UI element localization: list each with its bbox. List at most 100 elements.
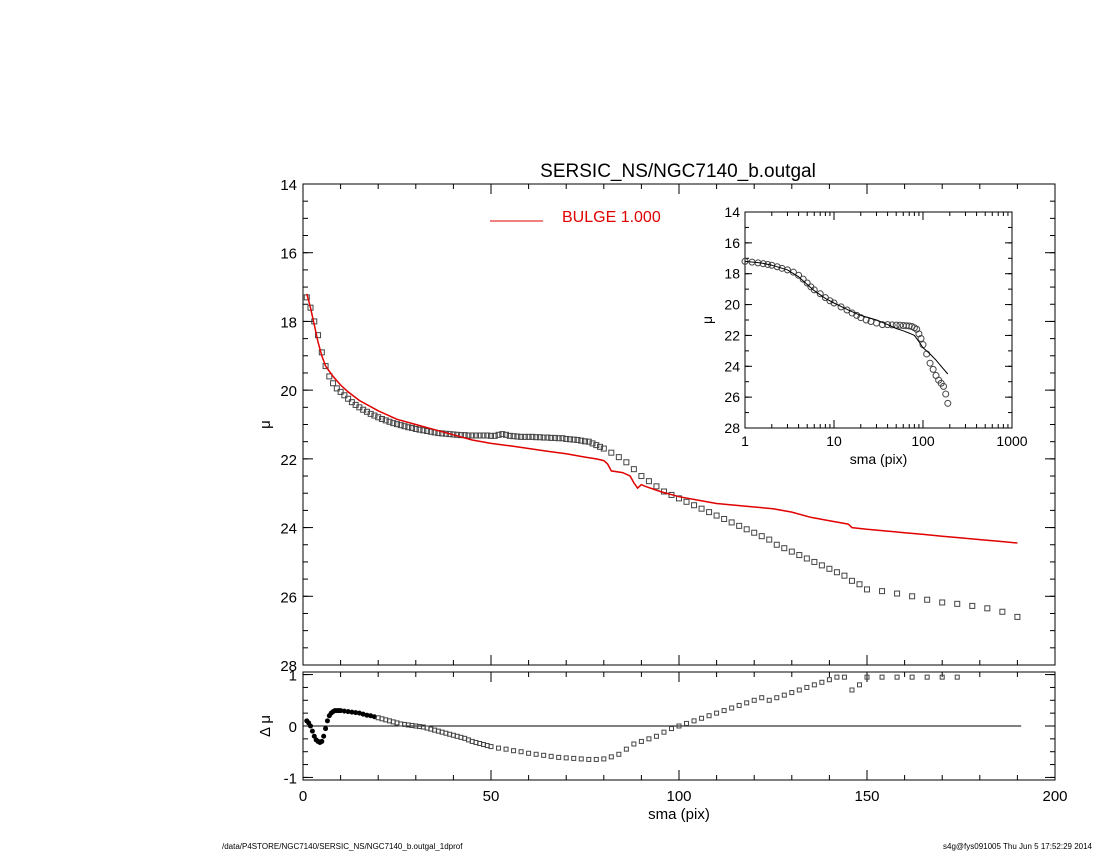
residual-data-point [834, 674, 840, 680]
inset-data-point [940, 382, 948, 390]
residual-ytick-label: 0 [289, 719, 297, 736]
main-data-point [773, 541, 780, 548]
footer-path: /data/P4STORE/NGC7140/SERSIC_NS/NGC7140_… [222, 842, 463, 851]
residual-data-point [849, 687, 855, 693]
residual-data-point [841, 674, 847, 680]
residual-data-point [721, 708, 727, 714]
main-data-point [469, 432, 476, 439]
inset-ytick-label: 14 [724, 204, 740, 220]
main-data-point [315, 332, 322, 339]
main-data-point [879, 588, 886, 595]
residual-data-point [766, 697, 772, 703]
main-ytick-label: 18 [280, 314, 297, 331]
residual-data-point [774, 695, 780, 701]
main-data-point [476, 432, 483, 439]
residual-data-point [488, 744, 494, 750]
main-ytick-label: 26 [280, 589, 297, 606]
main-data-point [439, 430, 446, 437]
inset-data-point [826, 297, 834, 305]
main-data-point [736, 522, 743, 529]
main-data-point [638, 473, 645, 480]
residual-data-point [578, 756, 584, 762]
main-data-point [999, 608, 1006, 615]
main-data-point [322, 363, 329, 370]
main-data-point [578, 437, 585, 444]
chart-title: SERSIC_NS/NGC7140_b.outgal [540, 161, 816, 182]
main-data-point [615, 454, 622, 461]
main-data-point [574, 436, 581, 443]
inset-xtick-label: 1 [741, 433, 749, 449]
residual-xtick-label: 150 [854, 788, 879, 805]
inset-data-point [773, 263, 781, 271]
main-data-point [721, 515, 728, 522]
residual-data-point [714, 710, 720, 716]
residual-data-point [796, 687, 802, 693]
main-data-point [909, 593, 916, 600]
main-data-point [691, 502, 698, 509]
main-ytick-label: 16 [280, 246, 297, 263]
residual-data-point [653, 733, 659, 739]
residual-data-point [360, 711, 366, 717]
residual-data-point [939, 674, 945, 680]
residual-data-point [324, 718, 330, 724]
main-data-point [781, 545, 788, 552]
residual-data-point [503, 746, 509, 752]
main-data-point [758, 533, 765, 540]
legend-label: BULGE 1.000 [562, 209, 661, 226]
main-data-point [409, 424, 416, 431]
main-data-point [386, 418, 393, 425]
inset-data-point [803, 279, 811, 287]
main-data-point [954, 600, 961, 607]
main-data-point [676, 495, 682, 502]
main-data-point [506, 432, 513, 439]
main-data-point [424, 428, 431, 435]
inset-xtick-label: 1000 [996, 433, 1027, 449]
main-ytick-label: 20 [280, 383, 297, 400]
residual-data-point [751, 697, 757, 703]
inset-data-point [929, 365, 937, 373]
residual-data-point [308, 723, 314, 729]
main-data-point [713, 512, 720, 519]
residual-data-point [616, 751, 622, 757]
residual-data-point [789, 690, 795, 696]
main-data-point [585, 438, 592, 445]
residual-data-point [864, 674, 870, 680]
inset-data-point [799, 275, 807, 283]
inset-ytick-label: 20 [724, 297, 740, 313]
residual-data-point [349, 709, 355, 715]
main-data-point [698, 505, 705, 512]
main-data-point [472, 432, 479, 439]
residual-data-point [601, 756, 607, 762]
main-data-point [796, 552, 803, 559]
main-data-point [683, 498, 690, 505]
main-data-point [841, 572, 848, 579]
inset-plot: 14 16 18 20 22 24 26 281 10 100 1000 sma (pix) μ [699, 204, 1028, 467]
inset-ylabel: μ [699, 316, 715, 324]
main-data-point [533, 434, 540, 441]
main-data-point [653, 483, 660, 490]
main-data-point [412, 425, 419, 432]
inset-data-point [783, 266, 791, 274]
inset-ytick-label: 26 [724, 389, 740, 405]
residual-data-point [356, 710, 362, 716]
main-data-point [420, 427, 427, 434]
main-data-point [525, 433, 532, 440]
main-data-point [540, 434, 547, 441]
main-data-point [563, 435, 570, 442]
residual-data-point [781, 692, 787, 698]
inset-xtick-label: 10 [826, 433, 842, 449]
main-data-point [536, 434, 543, 441]
main-data-point [811, 558, 818, 565]
inset-data-point [837, 303, 845, 311]
main-data-point [589, 440, 596, 447]
main-model-line [306, 293, 1018, 544]
residual-data-point [608, 754, 614, 760]
main-data-point [341, 392, 348, 399]
residual-data-point [368, 713, 374, 719]
residual-data-point [646, 736, 652, 742]
main-data-point [984, 605, 991, 612]
residual-ytick-label: -1 [284, 770, 297, 787]
inset-data-point [926, 359, 934, 367]
main-data-point [326, 373, 333, 380]
